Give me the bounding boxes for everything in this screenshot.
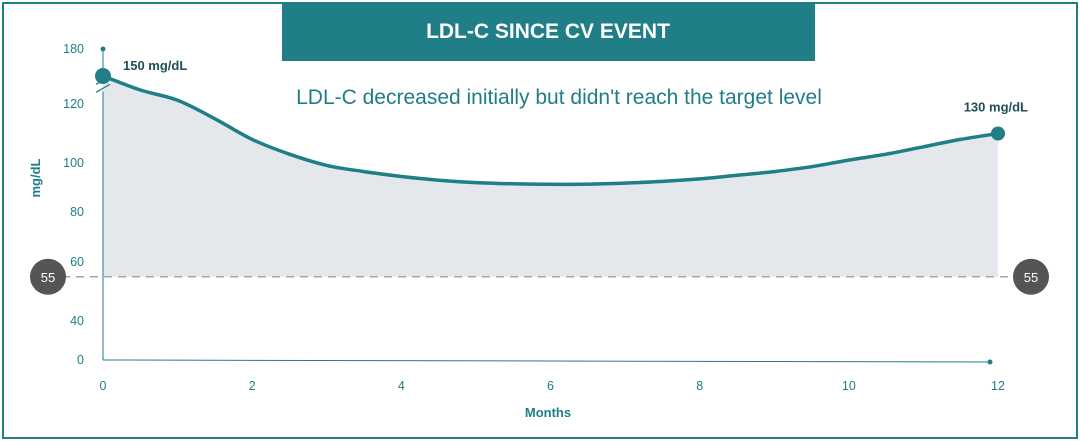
y-tick-label: 0 — [77, 353, 84, 367]
area-fill — [103, 76, 998, 277]
y-tick-label: 40 — [70, 314, 84, 328]
y-tick-label: 80 — [70, 205, 84, 219]
data-point-label: 130 mg/dL — [964, 100, 1028, 115]
threshold-layer: 55 55 — [30, 258, 1049, 295]
x-axis-title: Months — [525, 405, 571, 420]
x-tick-label: 0 — [100, 379, 107, 393]
x-tick-label: 2 — [249, 379, 256, 393]
x-tick-label: 12 — [991, 379, 1005, 393]
chart-title: LDL-C SINCE CV EVENT — [426, 20, 670, 43]
y-tick-label: 180 — [63, 42, 84, 56]
x-tick-label: 8 — [696, 379, 703, 393]
x-axis-end-dot — [987, 359, 993, 365]
area-layer — [103, 76, 998, 277]
label-layer: 0 40 60 80 100 120 180 0 2 4 6 8 10 12 150 mg/dL 130 mg… — [63, 42, 1028, 393]
x-tick-label: 6 — [547, 379, 554, 393]
threshold-badge-left — [30, 258, 66, 295]
threshold-badge-label: 55 — [41, 270, 55, 285]
ldl-series-line — [101, 74, 1000, 187]
y-tick-label: 100 — [63, 156, 84, 170]
chart-subtitle: LDL-C decreased initially but didn't rea… — [296, 86, 822, 109]
axis-break-mark — [95, 83, 111, 93]
y-axis-end-dot — [100, 46, 106, 52]
y-tick-label: 60 — [70, 255, 84, 269]
threshold-badge-right — [1013, 258, 1049, 295]
axes-layer — [95, 46, 993, 365]
data-point-marker — [95, 68, 111, 84]
line-layer — [95, 68, 1005, 187]
x-tick-label: 10 — [842, 379, 856, 393]
x-axis-line — [102, 359, 991, 363]
data-point-label: 150 mg/dL — [123, 58, 187, 73]
threshold-badge-label: 55 — [1024, 270, 1038, 285]
data-point-marker — [991, 126, 1005, 141]
y-axis-title: mg/dL — [28, 158, 43, 197]
title-banner — [282, 2, 815, 61]
y-tick-label: 120 — [63, 97, 84, 111]
x-tick-label: 4 — [398, 379, 405, 393]
